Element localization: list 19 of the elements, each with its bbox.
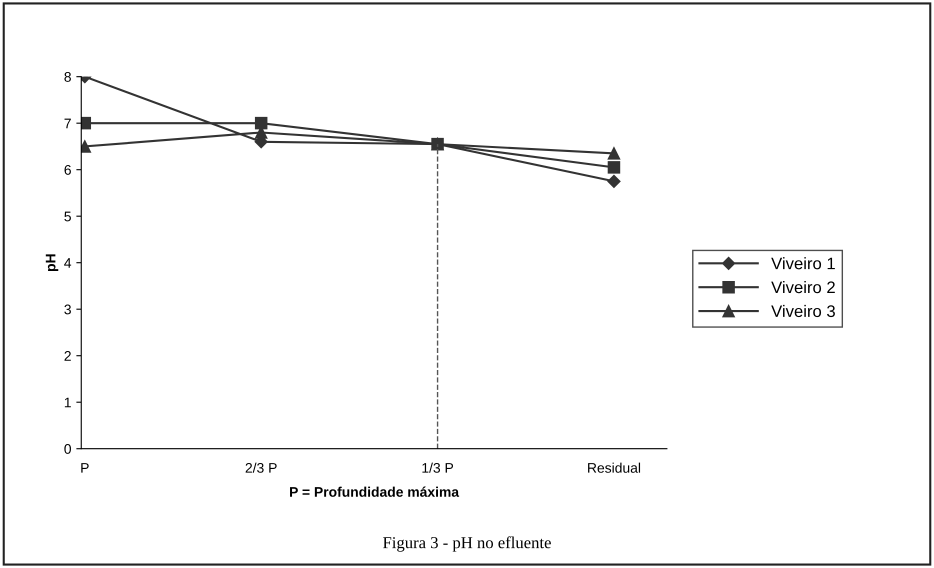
legend-label: Viveiro 2 bbox=[771, 280, 835, 294]
y-tick-label: 5 bbox=[64, 212, 71, 222]
x-axis-title: P = Profundidade máxima bbox=[290, 486, 460, 497]
y-tick-label: 8 bbox=[64, 72, 71, 82]
y-tick-label: 4 bbox=[64, 258, 72, 268]
y-tick-label: 0 bbox=[64, 444, 71, 454]
y-tick-label: 7 bbox=[64, 118, 71, 128]
y-tick-label: 1 bbox=[64, 398, 71, 408]
x-tick-label: Residual bbox=[588, 462, 640, 473]
y-tick-label: 3 bbox=[64, 304, 71, 314]
x-tick-label: 1/3 P bbox=[422, 462, 454, 473]
text: Figura 3 - pH no efluente bbox=[383, 536, 551, 552]
y-axis-title: pH bbox=[46, 254, 58, 272]
legend-label: Viveiro 1 bbox=[771, 257, 835, 270]
y-tick-label: 6 bbox=[64, 165, 71, 175]
y-tick-label: 2 bbox=[64, 351, 71, 361]
x-tick-label: 2/3 P bbox=[246, 462, 277, 473]
legend-label: Viveiro 3 bbox=[771, 304, 835, 318]
x-tick-label: P bbox=[81, 463, 89, 473]
